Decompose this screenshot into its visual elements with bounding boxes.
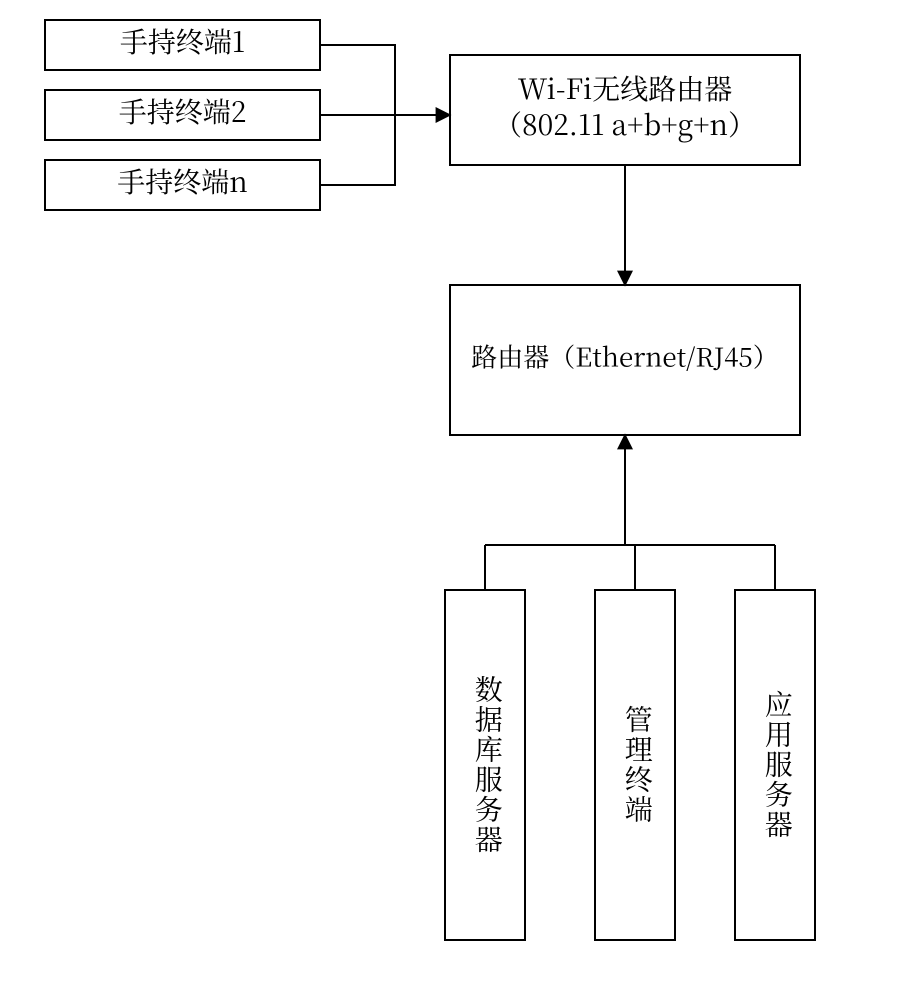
- wifi-router-box: Wi-Fi无线路由器 （802.11 a+b+g+n）: [450, 55, 800, 165]
- terminal-2-label: 手持终端2: [119, 91, 247, 131]
- terminal-1-label: 手持终端1: [120, 21, 245, 61]
- wifi-router-label-1: Wi-Fi无线路由器: [518, 68, 733, 108]
- db-server-label: 数据库服务器: [469, 675, 509, 855]
- app-server-box: 应用服务器: [735, 590, 815, 940]
- terminal-n-box: 手持终端n: [45, 160, 320, 210]
- terminal-1-box: 手持终端1: [45, 20, 320, 70]
- wifi-router-label-2: （802.11 a+b+g+n）: [494, 104, 756, 144]
- db-server-box: 数据库服务器: [445, 590, 525, 940]
- mgmt-terminal-label: 管理终端: [619, 705, 659, 825]
- wired-router-label: 路由器（Ethernet/RJ45）: [471, 338, 778, 375]
- wired-router-box: 路由器（Ethernet/RJ45）: [450, 285, 800, 435]
- app-server-label: 应用服务器: [759, 690, 799, 840]
- terminal-2-box: 手持终端2: [45, 90, 320, 140]
- terminal-n-label: 手持终端n: [117, 161, 248, 201]
- mgmt-terminal-box: 管理终端: [595, 590, 675, 940]
